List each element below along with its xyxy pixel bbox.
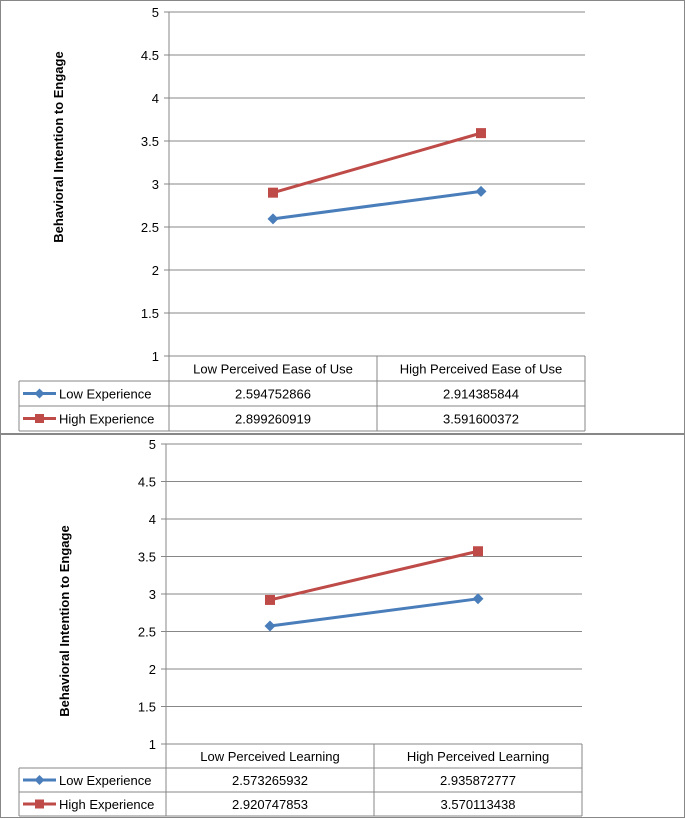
chart-panel-learning: 1 1.5 2 2.5 3 3.5 4 4.5 5 Behavioral Intention to… [0,434,685,818]
y-tick-label: 3 [152,177,159,192]
x-category-label: High Perceived Ease of Use [400,362,563,377]
y-tick-label: 4.5 [141,48,159,63]
y-tick-label: 1.5 [141,306,159,321]
data-point [268,187,278,198]
table-value-cell: 2.594752866 [235,387,311,402]
data-point [264,620,276,632]
y-axis-title: Behavioral Intention to Engage [51,51,66,242]
y-tick-label: 4 [152,91,159,106]
table-value-cell: 2.573265932 [232,773,308,788]
y-tick-label: 1 [152,349,159,364]
series-line [269,597,479,628]
y-tick-label: 1.5 [138,700,156,715]
x-category-label: High Perceived Learning [407,749,549,764]
y-tick-label: 1 [149,737,156,752]
y-tick-label: 5 [149,437,156,452]
x-category-label: Low Perceived Learning [200,749,339,764]
y-tick-label: 2.5 [141,220,159,235]
y-tick-label: 2.5 [138,625,156,640]
y-tick-label: 2 [152,263,159,278]
table-value-cell: 2.920747853 [232,797,308,812]
table-value-cell: 2.899260919 [235,412,311,427]
table-value-cell: 2.914385844 [443,387,519,402]
y-tick-label: 3.5 [138,550,156,565]
x-category-label: Low Perceived Ease of Use [193,362,353,377]
legend-key-marker [34,775,45,785]
y-tick-label: 4.5 [138,475,156,490]
data-point [473,546,483,557]
legend-label: Low Experience [59,773,152,788]
y-tick-label: 3.5 [141,134,159,149]
legend-label: Low Experience [59,387,152,402]
series-line [269,549,479,602]
legend-key-marker [35,414,44,423]
chart-panel-ease-of-use: 1 1.5 2 2.5 3 3.5 4 4.5 5 Behavioral Intention to… [0,0,685,434]
table-value-cell: 3.570113438 [441,797,516,812]
line-chart-ease-of-use: 1 1.5 2 2.5 3 3.5 4 4.5 5 Behavioral Intention to… [18,5,586,432]
y-axis-title: Behavioral Intention to Engage [57,525,72,716]
data-point [476,128,486,139]
data-point [472,593,484,605]
legend-label: High Experience [59,412,154,427]
y-tick-label: 2 [149,662,156,677]
y-tick-label: 3 [149,587,156,602]
y-tick-label: 5 [152,5,159,20]
data-point [265,594,275,605]
legend-label: High Experience [59,797,154,812]
series-line [272,131,482,195]
legend-key-marker [35,799,44,809]
data-point [267,213,279,225]
line-chart-learning: 1 1.5 2 2.5 3 3.5 4 4.5 5 Behavioral Intention to… [18,437,583,817]
table-value-cell: 3.591600372 [443,412,519,427]
table-value-cell: 2.935872777 [440,773,516,788]
legend-key-marker [34,388,45,399]
data-point [475,185,487,197]
y-tick-label: 4 [149,512,156,527]
series-line [272,189,482,221]
